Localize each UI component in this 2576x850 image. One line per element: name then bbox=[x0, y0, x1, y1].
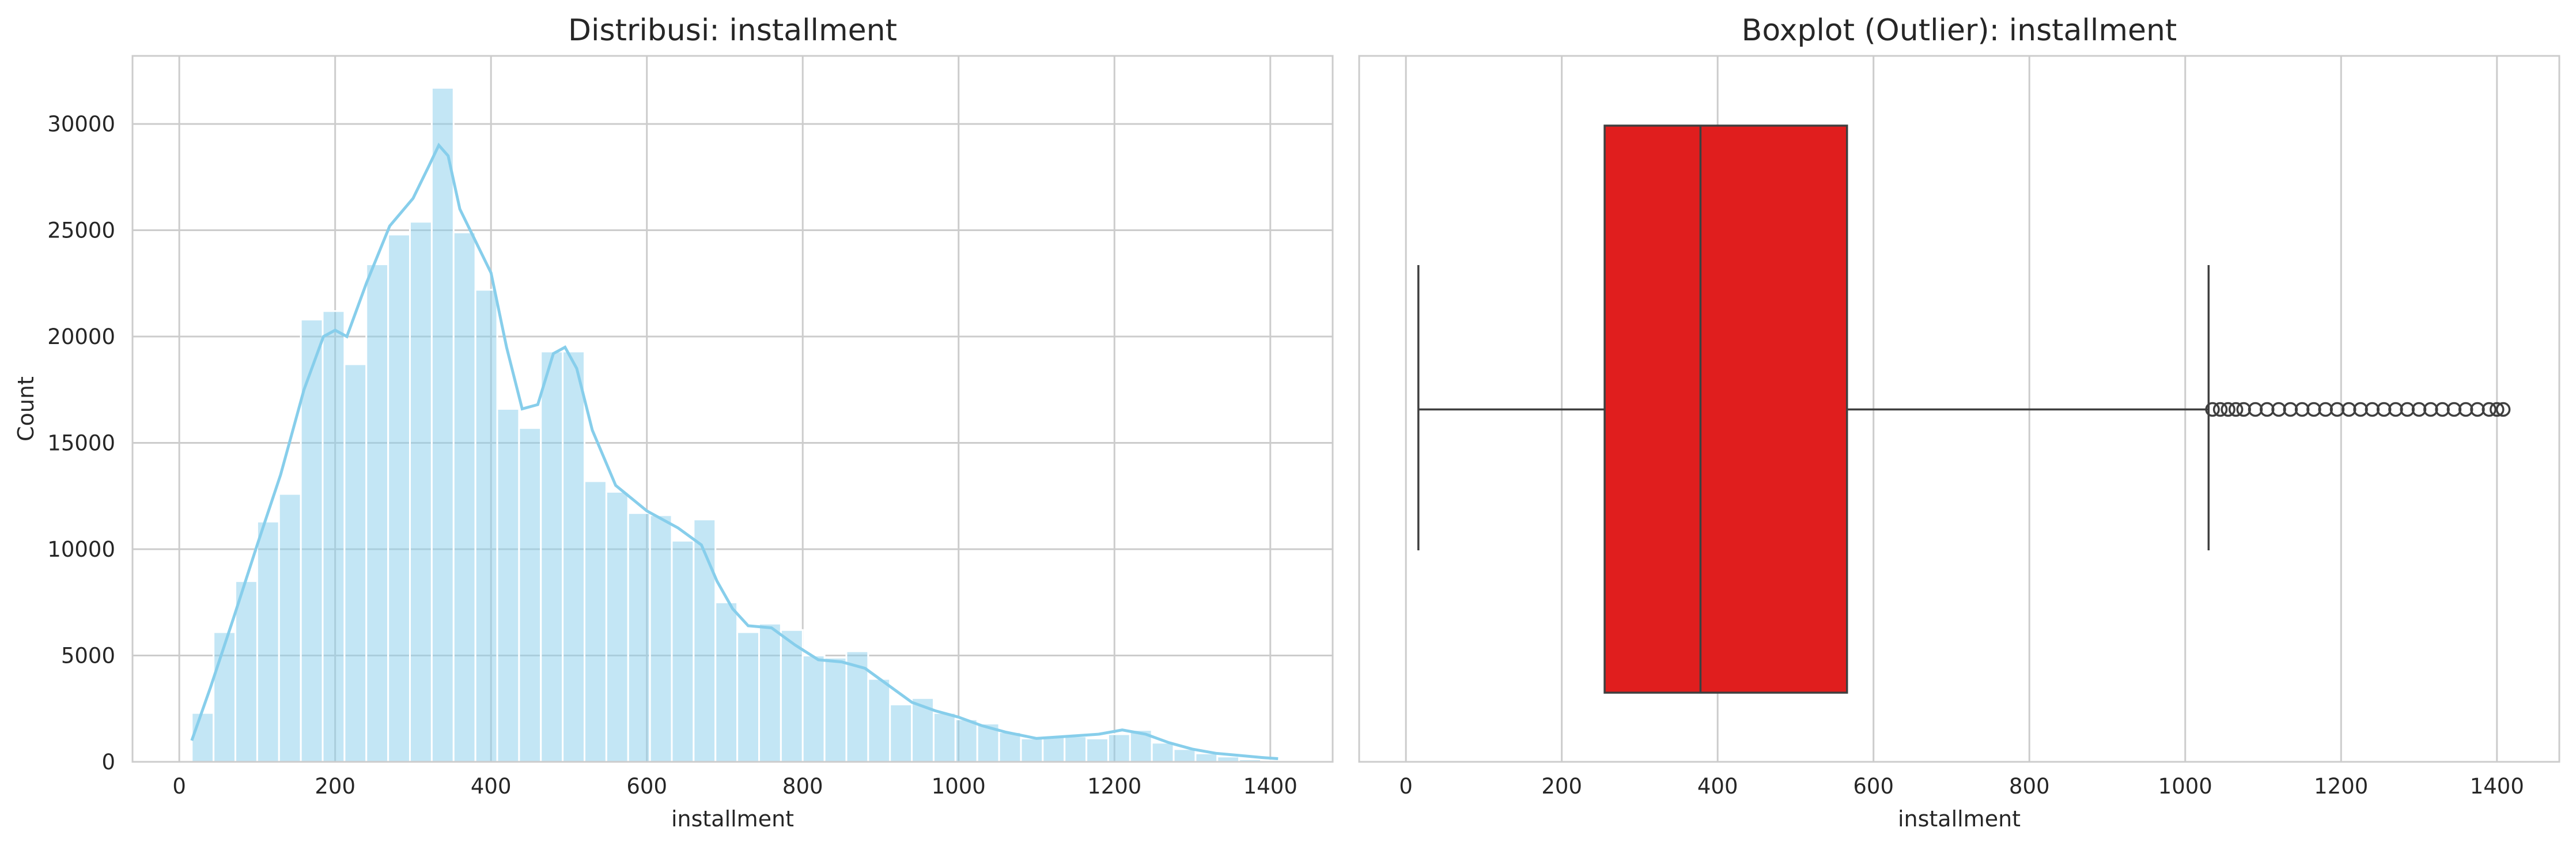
x-tick-label: 1400 bbox=[1243, 774, 1298, 799]
histogram-title: Distribusi: installment bbox=[568, 13, 897, 48]
histogram-y-tick-labels: 0 5000 10000 15000 20000 25000 30000 bbox=[47, 112, 115, 775]
boxplot-title: Boxplot (Outlier): installment bbox=[1742, 13, 2177, 48]
histogram-bar bbox=[496, 408, 520, 763]
y-tick-label: 10000 bbox=[47, 537, 115, 562]
histogram-bar bbox=[191, 712, 215, 763]
y-tick-label: 5000 bbox=[61, 644, 115, 668]
x-tick-label: 200 bbox=[315, 774, 355, 799]
histogram-bar bbox=[867, 678, 891, 763]
histogram-bar bbox=[758, 622, 782, 763]
y-tick-label: 20000 bbox=[47, 324, 115, 349]
x-tick-label: 0 bbox=[172, 774, 186, 799]
histogram-x-tick-labels: 0 200 400 600 800 1000 1200 1400 bbox=[172, 774, 1297, 799]
x-tick-label: 400 bbox=[471, 774, 512, 799]
histogram-bar bbox=[365, 263, 389, 763]
histogram-bar bbox=[343, 363, 368, 763]
outlier-point bbox=[2482, 402, 2497, 417]
outlier-point bbox=[2212, 402, 2228, 417]
x-tick-label: 600 bbox=[1853, 774, 1894, 799]
x-tick-label: 1000 bbox=[932, 774, 986, 799]
x-tick-label: 1200 bbox=[2314, 774, 2368, 799]
histogram-bar bbox=[387, 233, 411, 763]
histogram-axes-frame bbox=[131, 55, 1334, 763]
histogram-bar bbox=[998, 731, 1022, 763]
x-tick-label: 1200 bbox=[1087, 774, 1141, 799]
histogram-bar bbox=[823, 656, 848, 763]
kde-curve bbox=[190, 142, 1278, 760]
histogram-bar bbox=[518, 427, 542, 763]
histogram-bar bbox=[452, 231, 476, 763]
histogram-bar bbox=[409, 221, 433, 763]
histogram-bar bbox=[1042, 735, 1066, 763]
histogram-bar bbox=[213, 631, 237, 763]
histogram-bar bbox=[1020, 737, 1044, 763]
outlier-point bbox=[2228, 402, 2244, 417]
histogram-bar bbox=[671, 539, 695, 763]
boxplot-axes-frame bbox=[1358, 55, 2560, 763]
histogram-bar bbox=[540, 350, 564, 763]
histogram-bar bbox=[714, 601, 739, 763]
x-tick-label: 1400 bbox=[2470, 774, 2524, 799]
x-tick-label: 400 bbox=[1697, 774, 1738, 799]
y-tick-label: 30000 bbox=[47, 112, 115, 137]
boxplot-outliers bbox=[2205, 402, 2511, 417]
histogram-bar bbox=[474, 289, 498, 763]
histogram-bar bbox=[234, 580, 258, 763]
y-tick-label: 0 bbox=[101, 750, 115, 775]
histogram-bar bbox=[278, 493, 302, 763]
histogram-bar bbox=[932, 712, 956, 763]
histogram-bar bbox=[1107, 733, 1131, 763]
histogram-y-axis-label: Count bbox=[13, 376, 39, 441]
histogram-bar bbox=[954, 718, 978, 763]
outlier-point bbox=[2495, 402, 2511, 417]
histogram-bar bbox=[562, 350, 586, 763]
x-tick-label: 1000 bbox=[2158, 774, 2212, 799]
histogram-bar bbox=[321, 310, 346, 763]
histogram-bar bbox=[1151, 742, 1175, 763]
histogram-x-axis-label: installment bbox=[671, 806, 794, 832]
outlier-point bbox=[2221, 402, 2235, 417]
histogram-panel: 0 200 400 600 800 1000 1200 1400 0 5000 10000 1500… bbox=[13, 13, 1334, 832]
histogram-bar bbox=[801, 655, 826, 763]
histogram-bar bbox=[1085, 737, 1109, 763]
outlier-point bbox=[2205, 402, 2220, 417]
histogram-bars bbox=[191, 86, 1284, 763]
x-tick-label: 0 bbox=[1399, 774, 1413, 799]
x-tick-label: 200 bbox=[1541, 774, 1582, 799]
x-tick-label: 800 bbox=[782, 774, 823, 799]
histogram-bar bbox=[1194, 752, 1219, 763]
y-tick-label: 15000 bbox=[47, 431, 115, 456]
x-tick-label: 600 bbox=[626, 774, 667, 799]
histogram-bar bbox=[627, 512, 651, 763]
histogram-bar bbox=[889, 703, 913, 763]
histogram-bar bbox=[736, 631, 760, 763]
histogram-bar bbox=[780, 629, 804, 763]
histogram-bar bbox=[256, 520, 280, 763]
histogram-bar bbox=[1172, 748, 1197, 763]
boxplot-x-tick-labels: 0 200 400 600 800 1000 1200 1400 bbox=[1399, 774, 2524, 799]
histogram-bar bbox=[605, 490, 629, 763]
boxplot-x-axis-label: installment bbox=[1898, 806, 2021, 832]
histogram-bar bbox=[430, 86, 455, 763]
boxplot-box bbox=[1603, 124, 1848, 694]
y-tick-label: 25000 bbox=[47, 218, 115, 243]
x-tick-label: 800 bbox=[2009, 774, 2050, 799]
boxplot-panel: 0 200 400 600 800 1000 1200 1400 Boxplot (Outli… bbox=[1358, 13, 2560, 832]
histogram-bar bbox=[584, 480, 607, 763]
histogram-bar bbox=[1064, 735, 1088, 763]
histogram-bar bbox=[649, 514, 673, 763]
outlier-point bbox=[2490, 402, 2505, 417]
